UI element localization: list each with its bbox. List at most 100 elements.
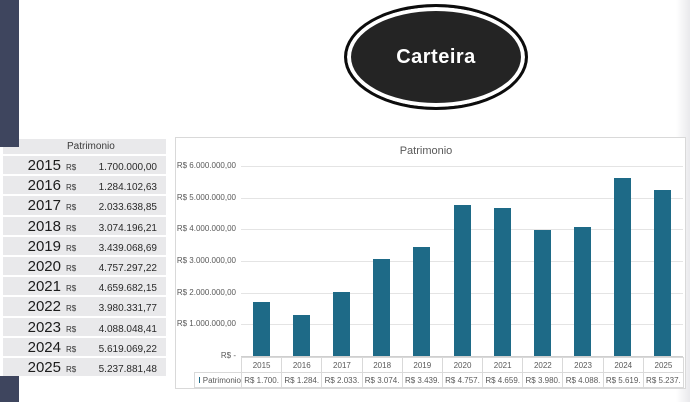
- legend-label: Patrimonio: [202, 375, 241, 385]
- table-row: 2016 R$ 1.284.102,63: [3, 176, 166, 197]
- row-year: 2024: [27, 338, 61, 356]
- left-accent-bar-top: [0, 0, 19, 147]
- table-row: 2021 R$ 4.659.682,15: [3, 277, 166, 298]
- data-cell: R$ 3.439.: [401, 372, 443, 388]
- table-rows: 2015 R$ 1.700.000,00 2016 R$ 1.284.102,63 2017…: [3, 156, 166, 376]
- row-value: 3.074.196,21: [98, 222, 157, 234]
- gridline: [241, 197, 683, 199]
- x-axis-label: 2019: [401, 357, 443, 373]
- table-row: 2025 R$ 5.237.881,48: [3, 358, 166, 376]
- bar: [292, 315, 310, 356]
- currency-label: R$: [66, 223, 77, 233]
- row-value: 5.237.881,48: [98, 363, 157, 375]
- patrimonio-chart: Patrimonio R$ 6.000.000,00 R$ 5.000.000,0…: [175, 137, 686, 389]
- currency-label: R$: [66, 284, 77, 294]
- data-cell: R$ 1.700.: [241, 372, 283, 388]
- row-value: 1.284.102,63: [98, 182, 157, 194]
- row-value: 4.757.297,22: [98, 262, 157, 274]
- badge-label: Carteira: [396, 45, 476, 68]
- y-tick-label: R$ 2.000.000,00: [176, 287, 236, 297]
- carteira-badge: Carteira: [344, 4, 528, 110]
- data-cell: R$ 4.088.: [562, 372, 604, 388]
- gridline: [241, 166, 683, 167]
- table-row: 2017 R$ 2.033.638,85: [3, 196, 166, 217]
- x-axis-label: 2016: [281, 357, 323, 373]
- x-axis-label: 2015: [241, 357, 283, 373]
- bar: [413, 247, 431, 356]
- row-year: 2018: [27, 217, 61, 235]
- patrimonio-table: Patrimonio 2015 R$ 1.700.000,00 2016 R$ 1.284…: [3, 139, 166, 376]
- chart-title: Patrimonio: [399, 145, 453, 157]
- currency-label: R$: [66, 263, 77, 273]
- row-value: 4.659.682,15: [98, 283, 157, 295]
- currency-label: R$: [66, 163, 77, 172]
- bar: [453, 205, 471, 356]
- row-value: 3.439.068,69: [98, 242, 157, 254]
- row-value: 4.088.048,41: [98, 323, 157, 335]
- row-year: 2020: [27, 257, 61, 275]
- bar: [614, 178, 632, 356]
- bar: [574, 226, 592, 356]
- y-tick-label: R$ -: [220, 351, 236, 360]
- y-tick-label: R$ 4.000.000,00: [176, 224, 236, 234]
- row-value: 5.619.069,22: [98, 343, 157, 355]
- table-header-label: Patrimonio: [67, 141, 115, 152]
- table-row: 2020 R$ 4.757.297,22: [3, 257, 166, 278]
- legend-cell: Patrimonio: [194, 372, 242, 388]
- data-cell: R$ 2.033.: [321, 372, 363, 388]
- y-tick-label: R$ 6.000.000,00: [176, 161, 236, 170]
- row-year: 2025: [27, 358, 61, 376]
- data-cell: R$ 4.757.: [441, 372, 484, 388]
- row-year: 2019: [27, 237, 61, 255]
- bar: [493, 208, 511, 356]
- row-year: 2021: [27, 278, 61, 296]
- row-value: 1.700.000,00: [98, 162, 157, 173]
- row-year: 2022: [27, 298, 61, 316]
- row-value: 2.033.638,85: [98, 202, 157, 214]
- x-axis-label: 2024: [602, 357, 644, 373]
- left-accent-bar-bottom: [0, 376, 19, 402]
- row-year: 2015: [27, 157, 61, 174]
- table-row: 2015 R$ 1.700.000,00: [3, 156, 166, 177]
- gridline: [241, 356, 683, 357]
- x-axis-label: 2021: [482, 357, 524, 373]
- data-cell: R$ 3.074.: [361, 372, 403, 388]
- currency-label: R$: [66, 183, 77, 193]
- x-axis-label: 2023: [562, 357, 604, 373]
- currency-label: R$: [66, 324, 77, 334]
- table-row: 2022 R$ 3.980.331,77: [3, 297, 166, 318]
- currency-label: R$: [66, 243, 77, 253]
- x-axis-label: 2025: [642, 357, 684, 373]
- row-year: 2023: [27, 318, 61, 336]
- currency-label: R$: [66, 304, 77, 314]
- y-tick-label: R$ 1.000.000,00: [176, 319, 236, 329]
- data-cell: R$ 4.659.: [482, 372, 524, 388]
- data-cell: R$ 3.980.: [522, 372, 564, 388]
- currency-label: R$: [66, 203, 77, 213]
- table-header: Patrimonio: [3, 139, 166, 156]
- bar: [332, 291, 350, 356]
- y-tick-label: R$ 5.000.000,00: [176, 192, 236, 202]
- bar: [252, 302, 270, 356]
- x-axis-label: 2017: [321, 357, 363, 373]
- data-cell: R$ 1.284.: [281, 372, 323, 388]
- bar: [373, 258, 391, 356]
- table-row: 2023 R$ 4.088.048,41: [3, 318, 166, 338]
- row-year: 2016: [27, 177, 61, 195]
- bar: [654, 190, 672, 356]
- row-value: 3.980.331,77: [98, 303, 157, 315]
- legend-marker-icon: [199, 377, 200, 383]
- table-row: 2018 R$ 3.074.196,21: [3, 217, 166, 237]
- bar: [533, 229, 551, 356]
- currency-label: R$: [66, 364, 77, 374]
- data-cell: R$ 5.237.: [642, 372, 684, 388]
- x-axis-label: 2022: [522, 357, 564, 373]
- x-axis-label: 2020: [441, 357, 484, 373]
- data-cell: R$ 5.619.: [602, 372, 644, 388]
- x-axis-label: 2018: [361, 357, 403, 373]
- currency-label: R$: [66, 344, 77, 354]
- row-year: 2017: [27, 197, 61, 215]
- table-row: 2019 R$ 3.439.068,69: [3, 237, 166, 257]
- table-row: 2024 R$ 5.619.069,22: [3, 338, 166, 358]
